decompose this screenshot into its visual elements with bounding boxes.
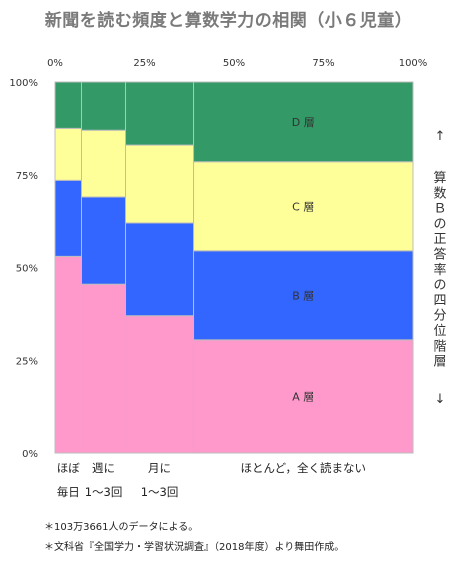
y-tick-label: 50% — [16, 264, 38, 275]
segment-label: A 層 — [292, 390, 314, 403]
x-tick-label: 0% — [47, 58, 63, 69]
note-source: ＊文科省『全国学力・学習状況調査』（2018年度）より舞田作成。 — [44, 542, 345, 553]
x-tick-label: 25% — [133, 58, 155, 69]
mosaic-segment — [54, 179, 82, 257]
y-axis-label-char: 分 — [433, 309, 446, 324]
mosaic-segment — [125, 144, 195, 224]
mosaic-segment — [125, 222, 195, 317]
arrow-up-label: ↑ — [435, 129, 446, 144]
x-tick-label: 100% — [399, 58, 428, 69]
mosaic-segment — [54, 81, 82, 129]
mosaic-segment — [80, 129, 127, 198]
category-label: ほぼ — [57, 461, 80, 475]
category-label: ほとんど，全く読まない — [240, 461, 366, 475]
category-label: 1～3回 — [141, 485, 179, 499]
segment-label: D 層 — [292, 116, 315, 129]
y-tick-label: 25% — [16, 356, 38, 367]
x-tick-label: 50% — [223, 58, 245, 69]
y-axis-label-char: 算 — [433, 171, 446, 186]
y-tick-label: 100% — [9, 78, 38, 89]
y-axis-label-char: 四 — [433, 293, 446, 308]
mosaic-segment — [193, 161, 414, 252]
y-axis-label-char: 位 — [433, 324, 446, 339]
mosaic-segment — [125, 81, 195, 146]
chart-title: 新聞を読む頻度と算数学力の相関（小６児童） — [44, 11, 413, 31]
y-axis-label-char: の — [433, 278, 446, 293]
mosaic-segment — [80, 196, 127, 285]
mosaic-segment — [54, 255, 82, 454]
category-label: 週に — [92, 461, 115, 475]
segment-label: B 層 — [292, 289, 314, 302]
arrow-down-label: ↓ — [435, 392, 446, 407]
y-axis-label-char: 率 — [433, 262, 446, 278]
y-axis-label-char: 層 — [433, 355, 446, 370]
category-label: 月に — [148, 461, 171, 475]
y-tick-label: 75% — [16, 171, 38, 182]
mosaic-segment — [80, 81, 127, 131]
note-data-count: ＊103万3661人のデータによる。 — [44, 522, 199, 533]
mosaic-segment — [193, 250, 414, 341]
y-axis-label-char: 階 — [433, 339, 446, 354]
mosaic-segment — [193, 81, 414, 163]
y-axis-label-char: 答 — [433, 247, 446, 263]
y-axis-label-char: 数 — [433, 186, 446, 201]
y-axis-label-char: の — [433, 217, 446, 232]
x-tick-label: 75% — [312, 58, 334, 69]
mosaic-segment — [125, 315, 195, 454]
y-axis-label-char: Ｂ — [433, 202, 446, 217]
y-axis-label-char: 正 — [433, 232, 446, 247]
mosaic-segment — [54, 127, 82, 181]
category-label: 毎日 — [57, 485, 80, 499]
mosaic-segment — [193, 339, 414, 454]
y-tick-label: 0% — [22, 449, 38, 460]
mosaic-segment — [80, 283, 127, 454]
category-label: 1～3回 — [85, 485, 123, 499]
segment-label: C 層 — [292, 200, 314, 213]
